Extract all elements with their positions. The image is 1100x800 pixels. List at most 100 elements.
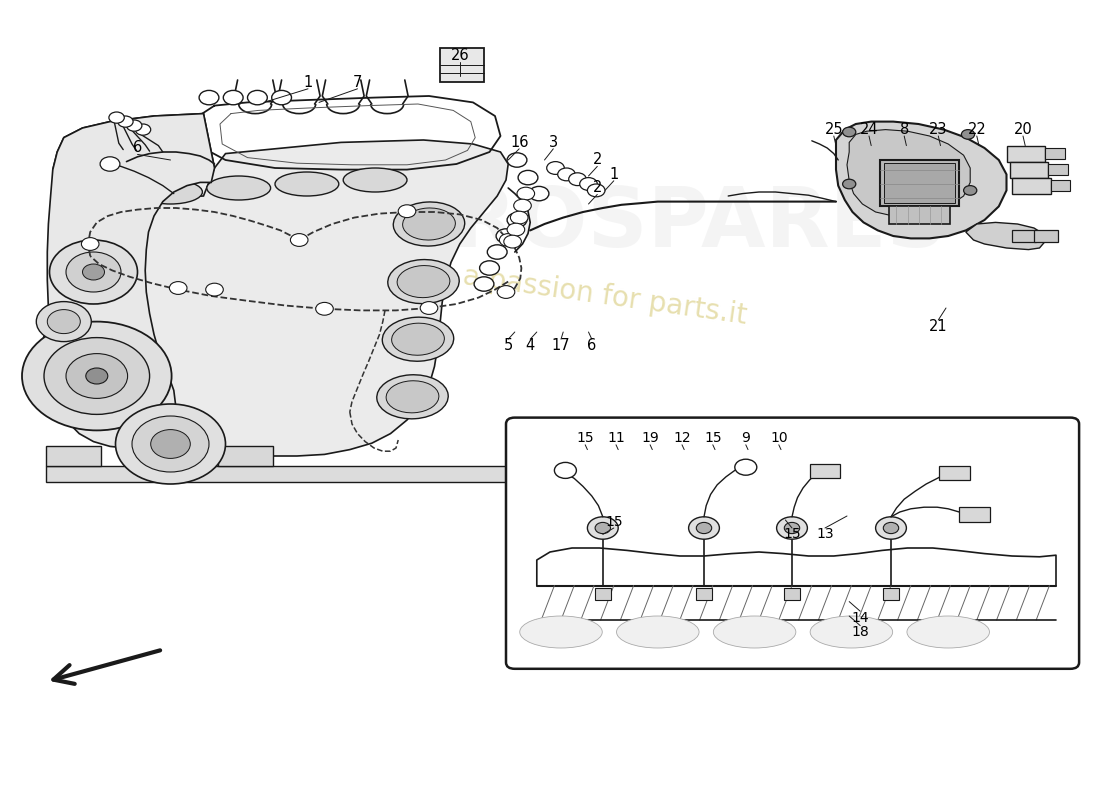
Text: 8: 8 <box>900 122 909 137</box>
Circle shape <box>499 234 517 246</box>
Circle shape <box>843 127 856 137</box>
Polygon shape <box>46 446 101 466</box>
Text: 11: 11 <box>607 431 625 446</box>
Circle shape <box>517 187 535 200</box>
Circle shape <box>316 302 333 315</box>
Text: 24: 24 <box>860 122 878 137</box>
Circle shape <box>696 522 712 534</box>
Bar <box>1050 180 1070 191</box>
Circle shape <box>497 286 515 298</box>
Ellipse shape <box>713 616 795 648</box>
Text: 13: 13 <box>816 527 834 542</box>
Text: 2: 2 <box>593 153 602 167</box>
Text: 15: 15 <box>704 431 722 446</box>
Circle shape <box>547 162 564 174</box>
Ellipse shape <box>207 176 271 200</box>
Circle shape <box>206 283 223 296</box>
FancyBboxPatch shape <box>506 418 1079 669</box>
Circle shape <box>504 235 521 248</box>
Ellipse shape <box>810 616 893 648</box>
Circle shape <box>420 302 438 314</box>
Polygon shape <box>130 140 508 456</box>
Text: 9: 9 <box>741 431 750 446</box>
Circle shape <box>964 186 977 195</box>
Bar <box>1010 162 1048 178</box>
Ellipse shape <box>403 208 455 240</box>
Circle shape <box>784 522 800 534</box>
Text: 15: 15 <box>576 431 594 446</box>
Circle shape <box>961 130 975 139</box>
Ellipse shape <box>397 266 450 298</box>
Circle shape <box>518 170 538 185</box>
Circle shape <box>529 186 549 201</box>
Text: 23: 23 <box>930 122 947 137</box>
Circle shape <box>735 459 757 475</box>
Text: 19: 19 <box>641 431 659 446</box>
Bar <box>1012 230 1036 242</box>
Circle shape <box>587 517 618 539</box>
Circle shape <box>507 213 527 227</box>
Polygon shape <box>46 466 506 482</box>
Circle shape <box>36 302 91 342</box>
Circle shape <box>580 178 597 190</box>
Polygon shape <box>966 222 1045 250</box>
Ellipse shape <box>392 323 444 355</box>
Circle shape <box>199 90 219 105</box>
Circle shape <box>44 338 150 414</box>
Circle shape <box>135 124 151 135</box>
Circle shape <box>487 245 507 259</box>
Ellipse shape <box>394 202 464 246</box>
Text: 7: 7 <box>353 75 362 90</box>
Text: 6: 6 <box>587 338 596 353</box>
Ellipse shape <box>906 616 990 648</box>
Bar <box>880 160 959 206</box>
Circle shape <box>558 168 575 181</box>
Text: 17: 17 <box>552 338 570 353</box>
Polygon shape <box>47 114 214 448</box>
Polygon shape <box>218 446 273 466</box>
Circle shape <box>118 116 133 127</box>
Bar <box>595 588 610 600</box>
Circle shape <box>86 368 108 384</box>
Circle shape <box>126 120 142 131</box>
Polygon shape <box>847 130 970 216</box>
Ellipse shape <box>275 172 339 196</box>
Text: EUROSPARES: EUROSPARES <box>329 183 947 265</box>
Circle shape <box>587 184 605 197</box>
Text: 18: 18 <box>851 625 869 639</box>
Text: 10: 10 <box>770 431 788 446</box>
Text: 22: 22 <box>967 122 987 137</box>
Bar <box>440 48 484 82</box>
Circle shape <box>50 240 138 304</box>
Circle shape <box>169 282 187 294</box>
Ellipse shape <box>616 616 700 648</box>
Ellipse shape <box>343 168 407 192</box>
Circle shape <box>595 522 610 534</box>
Circle shape <box>876 517 906 539</box>
Text: 26: 26 <box>451 49 469 63</box>
Circle shape <box>496 229 516 243</box>
Circle shape <box>66 252 121 292</box>
Ellipse shape <box>139 180 202 204</box>
Circle shape <box>689 517 719 539</box>
Circle shape <box>248 90 267 105</box>
Bar <box>1048 164 1068 175</box>
Circle shape <box>398 205 416 218</box>
Circle shape <box>100 157 120 171</box>
Text: 25: 25 <box>825 122 843 137</box>
Circle shape <box>66 354 128 398</box>
Ellipse shape <box>388 259 459 304</box>
Text: 21: 21 <box>930 319 947 334</box>
Circle shape <box>480 261 499 275</box>
Circle shape <box>290 234 308 246</box>
Circle shape <box>272 90 292 105</box>
Circle shape <box>554 462 576 478</box>
Circle shape <box>116 404 226 484</box>
Text: 15: 15 <box>605 514 623 529</box>
Circle shape <box>82 264 104 280</box>
Circle shape <box>22 322 172 430</box>
Circle shape <box>151 430 190 458</box>
Ellipse shape <box>377 374 448 419</box>
Bar <box>939 466 970 480</box>
Ellipse shape <box>383 317 453 362</box>
